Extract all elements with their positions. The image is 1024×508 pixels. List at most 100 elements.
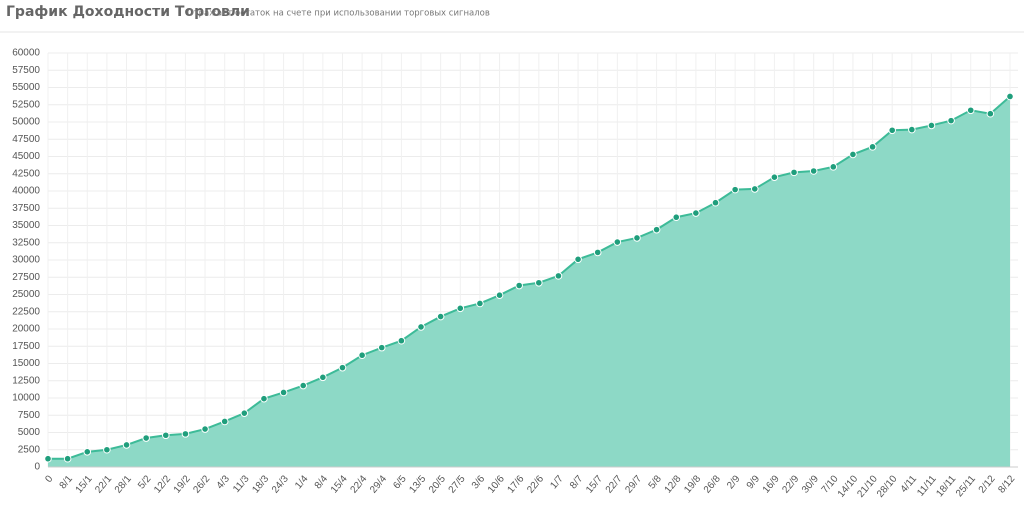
y-tick-label: 55000 [12, 82, 40, 93]
x-tick-label: 18/3 [250, 473, 271, 495]
point [888, 126, 897, 135]
x-tick-label: 1/4 [293, 473, 311, 491]
y-tick-label: 7500 [18, 410, 41, 421]
point [633, 234, 641, 242]
y-tick-label: 60000 [12, 48, 40, 59]
point [279, 388, 288, 397]
point [750, 185, 759, 193]
y-tick-label: 25000 [12, 289, 40, 300]
x-tick-label: 8/12 [996, 473, 1017, 495]
y-tick-label: 27500 [12, 272, 40, 283]
x-tick-label: 30/9 [800, 473, 821, 495]
x-tick-label: 10/6 [486, 473, 507, 495]
point [731, 185, 739, 194]
point [122, 441, 131, 449]
x-tick-label: 26/2 [191, 473, 212, 495]
point [672, 213, 681, 222]
x-tick-label: 21/10 [855, 473, 880, 500]
point [593, 248, 602, 257]
x-tick-label: 29/7 [623, 473, 644, 495]
point [240, 409, 249, 417]
point [495, 291, 504, 299]
x-tick-label: 0 [43, 473, 55, 485]
point [829, 163, 838, 171]
point [927, 121, 936, 130]
x-tick-label: 22/7 [604, 473, 625, 495]
y-tick-label: 47500 [12, 134, 40, 145]
x-tick-label: 15/1 [74, 473, 95, 495]
x-tick-label: 26/8 [702, 473, 723, 495]
x-tick-label: 15/7 [584, 473, 605, 495]
y-tick-label: 52500 [12, 99, 40, 110]
point [515, 281, 523, 290]
chart-subtitle: Отражает остаток на счете при использова… [187, 9, 490, 19]
point [358, 351, 366, 360]
x-tick-label: 2/12 [977, 473, 998, 495]
y-tick-label: 32500 [12, 237, 40, 248]
y-tick-label: 22500 [12, 306, 40, 317]
chart-title: График Доходности Торговли [6, 4, 250, 20]
point [986, 109, 995, 118]
x-tick-label: 12/2 [152, 473, 173, 495]
x-tick-label: 19/8 [682, 473, 703, 495]
x-tick-label: 11/11 [915, 473, 939, 498]
y-tick-label: 40000 [12, 186, 40, 197]
y-tick-label: 2500 [18, 444, 41, 455]
x-tick-label: 22/9 [780, 473, 801, 495]
x-tick-label: 20/5 [427, 473, 448, 495]
point [220, 417, 229, 426]
point [966, 106, 975, 115]
point [868, 143, 877, 151]
area-fill [48, 96, 1010, 467]
x-tick-label: 22/1 [93, 473, 114, 495]
point [161, 431, 170, 440]
x-tick-label: 28/1 [113, 473, 134, 495]
x-tick-label: 22/6 [525, 473, 546, 495]
y-tick-label: 20000 [12, 324, 40, 335]
y-tick-label: 12500 [12, 375, 40, 386]
y-tick-label: 50000 [12, 117, 40, 128]
y-tick-label: 35000 [12, 220, 40, 231]
y-tick-label: 15000 [12, 358, 40, 369]
point [652, 225, 661, 234]
point [476, 299, 484, 308]
point [809, 167, 818, 175]
point [535, 278, 543, 287]
x-tick-label: 24/3 [270, 473, 291, 495]
point [338, 363, 347, 372]
x-tick-label: 1/7 [548, 473, 566, 491]
y-tick-label: 45000 [12, 151, 40, 162]
x-tick-label: 13/5 [407, 473, 428, 495]
x-tick-label: 27/5 [447, 473, 468, 495]
y-tick-label: 57500 [12, 65, 40, 76]
y-tick-label: 17500 [12, 341, 40, 352]
point [849, 150, 857, 159]
point [44, 454, 52, 463]
point [319, 373, 327, 382]
point [436, 312, 445, 321]
point [299, 381, 308, 390]
x-tick-label: 28/10 [875, 473, 900, 500]
x-tick-label: 25/11 [954, 473, 978, 499]
x-tick-label: 14/10 [836, 473, 861, 500]
point [377, 343, 386, 352]
point [770, 173, 779, 181]
y-tick-label: 42500 [12, 168, 40, 179]
point [397, 336, 406, 345]
x-tick-label: 17/6 [506, 473, 527, 495]
x-tick-label: 18/11 [934, 473, 958, 499]
point [790, 168, 798, 177]
point [201, 425, 209, 433]
point [711, 198, 720, 207]
point [142, 434, 150, 442]
point [63, 454, 72, 463]
point [83, 448, 92, 456]
y-tick-label: 37500 [12, 203, 40, 214]
x-tick-label: 19/2 [172, 473, 193, 495]
point [908, 125, 916, 134]
point [613, 238, 622, 246]
x-tick-label: 16/9 [761, 473, 782, 495]
y-tick-label: 30000 [12, 255, 40, 266]
x-tick-label: 22/4 [349, 473, 370, 495]
